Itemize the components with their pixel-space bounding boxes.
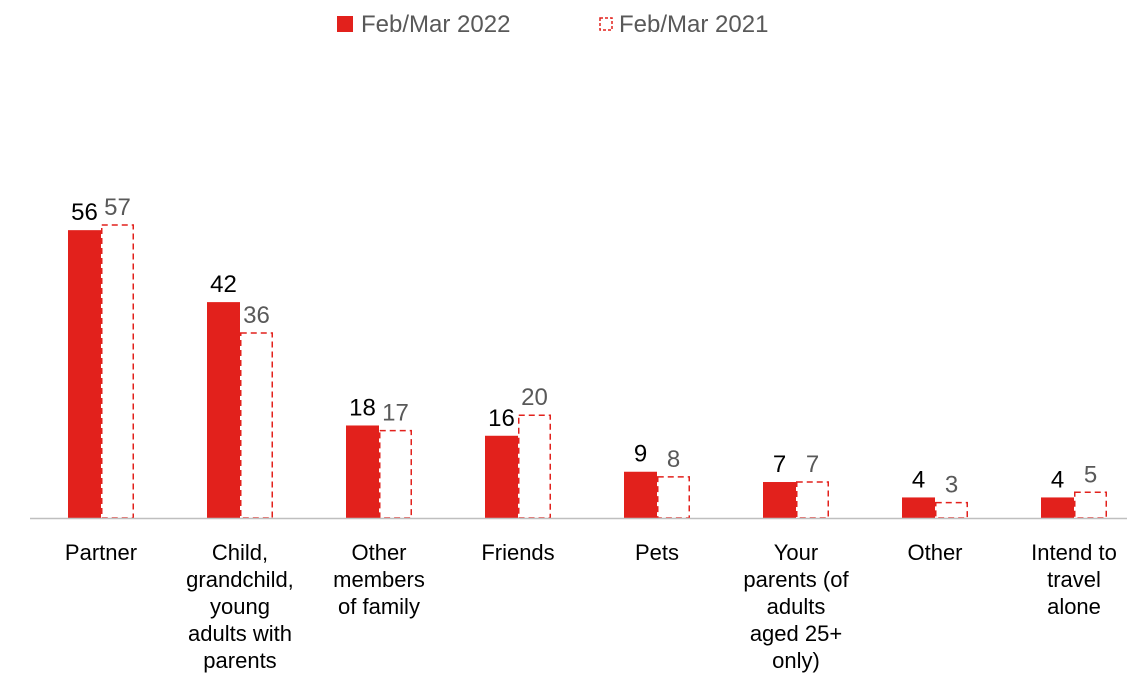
bar-2022-partner bbox=[68, 230, 101, 518]
category-label-partner: Partner bbox=[65, 540, 137, 565]
value-label-2021-your-parents-of-adults-aged-25-only: 7 bbox=[806, 451, 819, 478]
bars bbox=[68, 224, 1107, 519]
value-label-2022-other-members-of-family: 18 bbox=[349, 394, 376, 421]
category-label-other-members-of-family: Other members of family bbox=[333, 540, 425, 619]
value-label-2021-child-grandchild-young-adults-with-parents: 36 bbox=[243, 302, 270, 329]
bar-2021-intend-to-travel-alone bbox=[1074, 491, 1107, 519]
bar-2022-pets bbox=[624, 471, 657, 518]
legend-swatch-feb-mar-2021 bbox=[599, 17, 613, 31]
category-label-friends: Friends bbox=[481, 540, 554, 565]
bar-2021-your-parents-of-adults-aged-25-only bbox=[796, 481, 829, 519]
category-label-intend-to-travel-alone: Intend to travel alone bbox=[1031, 540, 1117, 619]
value-label-2021-partner: 57 bbox=[104, 194, 131, 221]
value-label-2021-pets: 8 bbox=[667, 446, 680, 473]
value-label-2022-child-grandchild-young-adults-with-parents: 42 bbox=[210, 271, 237, 298]
legend-swatch-feb-mar-2022 bbox=[337, 16, 353, 32]
bar-2022-child-grandchild-young-adults-with-parents bbox=[207, 302, 240, 518]
bar-2022-other-members-of-family bbox=[346, 425, 379, 518]
value-label-2022-friends: 16 bbox=[488, 405, 515, 432]
bar-2021-child-grandchild-young-adults-with-parents bbox=[240, 332, 273, 519]
bar-2021-friends bbox=[518, 414, 551, 519]
value-label-2022-intend-to-travel-alone: 4 bbox=[1051, 466, 1064, 493]
value-label-2022-your-parents-of-adults-aged-25-only: 7 bbox=[773, 451, 786, 478]
category-label-child-grandchild-young-adults-with-parents: Child, grandchild, young adults with parents bbox=[186, 540, 294, 673]
bar-2022-your-parents-of-adults-aged-25-only bbox=[763, 482, 796, 518]
value-label-2022-partner: 56 bbox=[71, 199, 98, 226]
legend-label-feb-mar-2022: Feb/Mar 2022 bbox=[361, 11, 510, 38]
value-label-2022-other: 4 bbox=[912, 466, 925, 493]
category-label-other: Other bbox=[907, 540, 962, 565]
bar-2021-other-members-of-family bbox=[379, 429, 412, 519]
bar-2022-friends bbox=[485, 435, 518, 518]
bar-2021-partner bbox=[101, 224, 134, 519]
value-label-2021-intend-to-travel-alone: 5 bbox=[1084, 461, 1097, 488]
legend: Feb/Mar 2022 Feb/Mar 2021 bbox=[337, 11, 768, 38]
bar-2021-pets bbox=[657, 476, 690, 519]
category-label-your-parents-of-adults-aged-25-only: Your parents (of adults aged 25+ only) bbox=[743, 540, 849, 673]
bar-2022-other bbox=[902, 497, 935, 518]
value-label-2022-pets: 9 bbox=[634, 441, 647, 468]
category-label-pets: Pets bbox=[635, 540, 679, 565]
bar-2022-intend-to-travel-alone bbox=[1041, 497, 1074, 518]
bar-2021-other bbox=[935, 501, 968, 519]
value-label-2021-other: 3 bbox=[945, 472, 958, 499]
category-labels: Partner Child, grandchild, young adults with… bbox=[65, 540, 1117, 673]
value-label-2021-friends: 20 bbox=[521, 384, 548, 411]
value-label-2021-other-members-of-family: 17 bbox=[382, 400, 409, 427]
legend-label-feb-mar-2021: Feb/Mar 2021 bbox=[619, 11, 768, 38]
